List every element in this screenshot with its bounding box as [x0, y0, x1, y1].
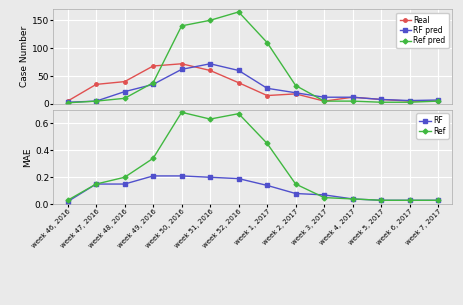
- Ref: [321, 196, 326, 199]
- Line: Real: Real: [66, 62, 439, 103]
- RF pred: [93, 99, 99, 103]
- Ref: [406, 199, 412, 202]
- Real: [178, 62, 184, 66]
- Ref pred: [292, 84, 298, 87]
- RF pred: [377, 98, 383, 101]
- Ref pred: [235, 10, 241, 14]
- Real: [122, 80, 127, 84]
- Real: [377, 98, 383, 101]
- RF pred: [235, 69, 241, 72]
- RF pred: [207, 62, 213, 66]
- RF pred: [292, 91, 298, 95]
- Ref pred: [264, 41, 269, 45]
- Ref: [65, 199, 70, 202]
- RF pred: [434, 98, 440, 102]
- Ref pred: [349, 99, 355, 103]
- RF: [65, 200, 70, 203]
- RF: [434, 199, 440, 202]
- Real: [292, 92, 298, 96]
- Ref: [178, 110, 184, 114]
- Legend: Real, RF pred, Ref pred: Real, RF pred, Ref pred: [395, 13, 448, 48]
- Real: [207, 69, 213, 72]
- Real: [321, 99, 326, 103]
- RF: [377, 199, 383, 202]
- Ref: [434, 199, 440, 202]
- RF pred: [406, 99, 412, 102]
- Ref pred: [178, 24, 184, 28]
- RF pred: [349, 95, 355, 99]
- Ref pred: [207, 19, 213, 22]
- Real: [150, 64, 156, 68]
- Ref: [377, 199, 383, 202]
- Line: Ref: Ref: [66, 111, 439, 202]
- Ref: [349, 197, 355, 201]
- RF pred: [65, 100, 70, 104]
- RF: [321, 193, 326, 197]
- Ref: [264, 142, 269, 145]
- RF pred: [122, 90, 127, 93]
- RF: [207, 175, 213, 179]
- Ref: [122, 175, 127, 179]
- Line: Ref pred: Ref pred: [66, 10, 439, 105]
- RF: [93, 182, 99, 186]
- RF pred: [264, 87, 269, 90]
- Real: [264, 94, 269, 97]
- Ref: [207, 117, 213, 121]
- Ref: [93, 182, 99, 186]
- Y-axis label: MAE: MAE: [23, 147, 32, 167]
- Y-axis label: Case Number: Case Number: [20, 26, 29, 87]
- Ref pred: [377, 100, 383, 104]
- Ref: [150, 156, 156, 160]
- RF: [178, 174, 184, 178]
- RF pred: [178, 67, 184, 71]
- RF pred: [321, 95, 326, 99]
- RF: [264, 184, 269, 187]
- Real: [93, 83, 99, 86]
- Real: [434, 99, 440, 103]
- RF: [150, 174, 156, 178]
- RF: [235, 177, 241, 181]
- Real: [406, 99, 412, 103]
- Ref pred: [122, 96, 127, 100]
- RF: [122, 182, 127, 186]
- Ref: [235, 112, 241, 116]
- Ref pred: [406, 100, 412, 104]
- Ref: [292, 182, 298, 186]
- RF: [406, 199, 412, 202]
- RF pred: [150, 83, 156, 86]
- Ref pred: [321, 99, 326, 103]
- RF: [292, 192, 298, 195]
- Ref pred: [434, 99, 440, 103]
- Real: [65, 99, 70, 103]
- Real: [235, 81, 241, 84]
- Line: RF: RF: [66, 174, 439, 203]
- Legend: RF, Ref: RF, Ref: [415, 113, 448, 139]
- Ref pred: [150, 81, 156, 84]
- Ref pred: [65, 101, 70, 105]
- Ref pred: [93, 99, 99, 103]
- Real: [349, 95, 355, 99]
- Line: RF pred: RF pred: [66, 62, 439, 104]
- RF: [349, 197, 355, 201]
